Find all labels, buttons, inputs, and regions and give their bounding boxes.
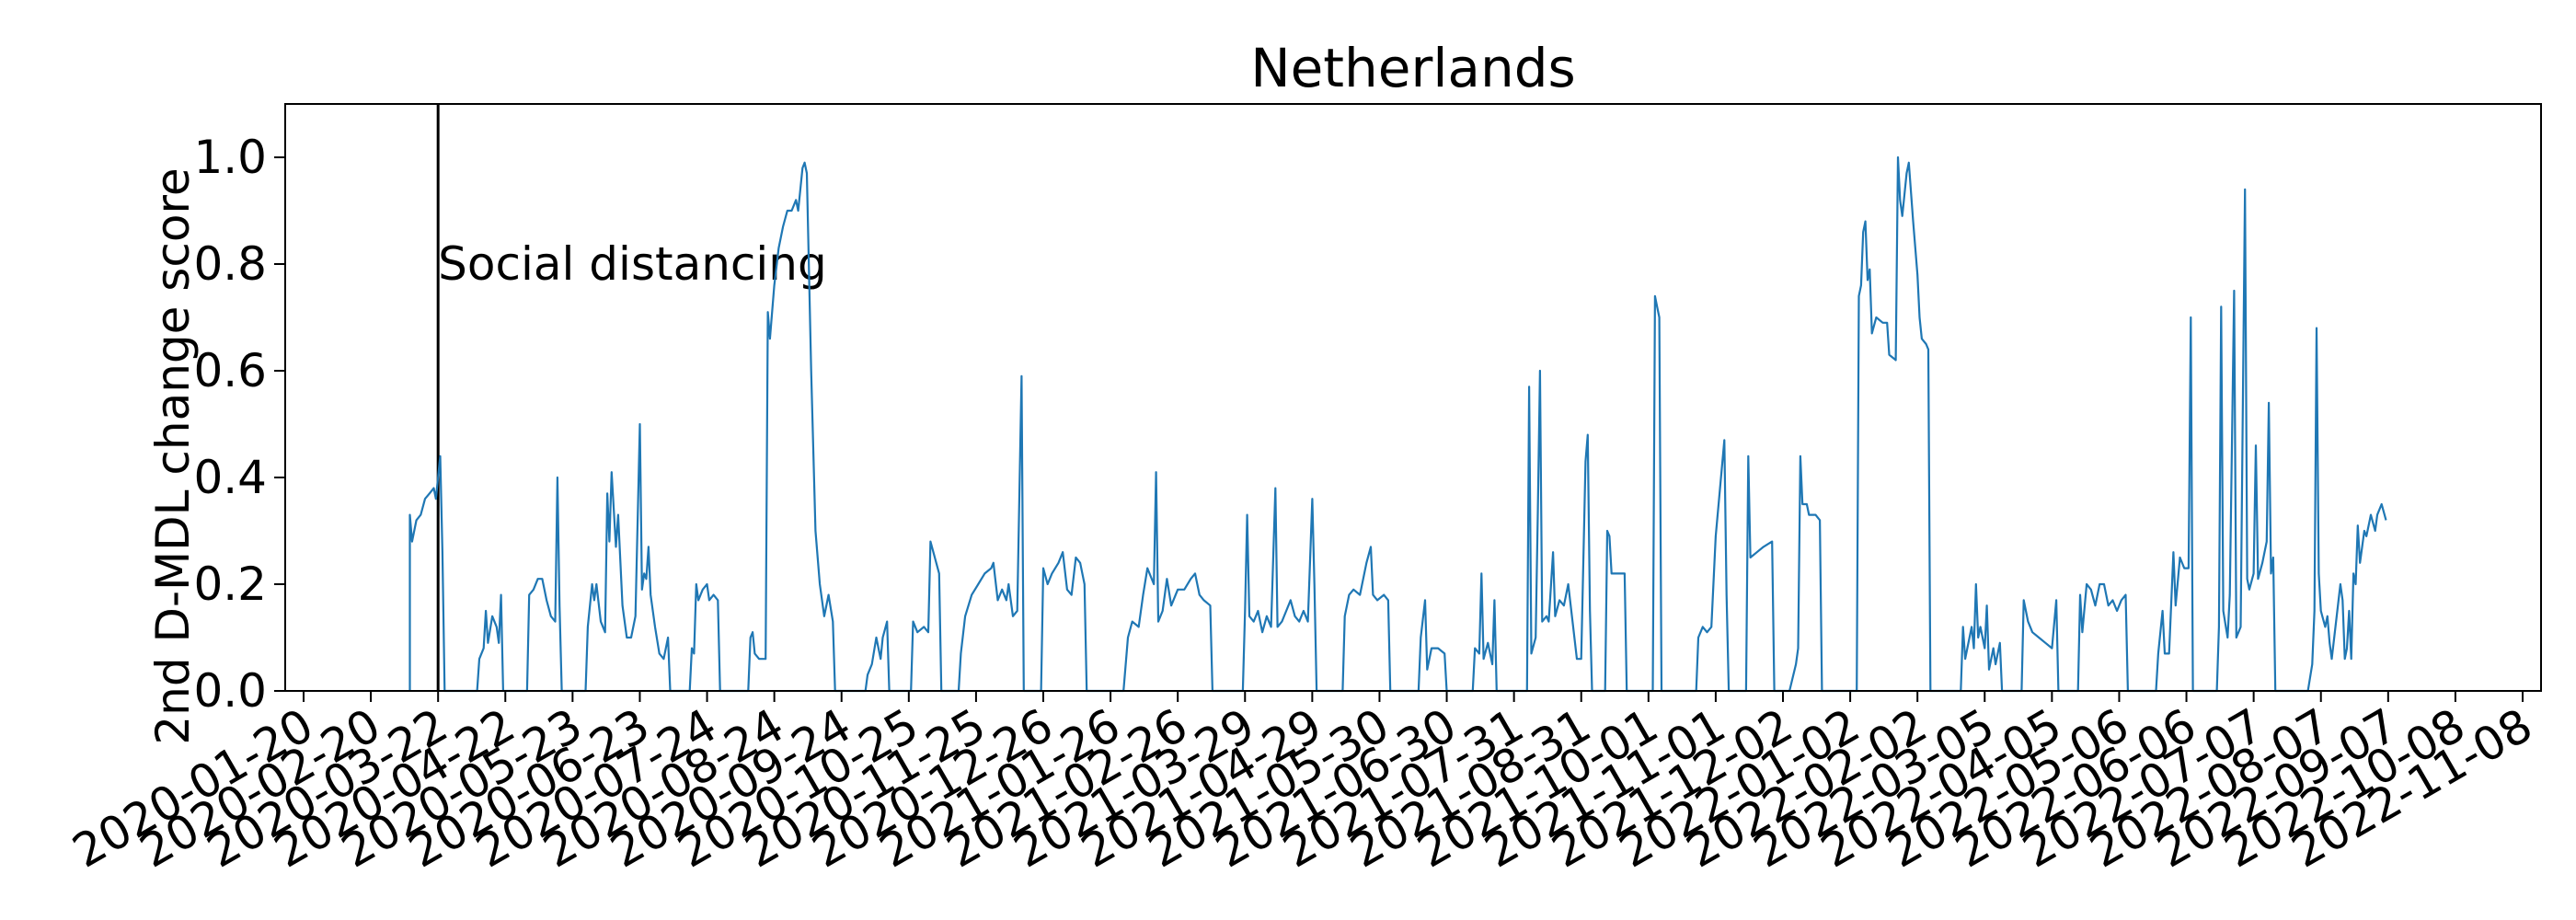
x-axis-ticks: 2020-01-202020-02-202020-03-222020-04-22… (63, 691, 2541, 879)
y-axis-label: 2nd D-MDL change score (146, 167, 200, 744)
series-layer (408, 155, 2387, 693)
y-tick-label: 0.4 (193, 451, 267, 504)
chart-title: Netherlands (1250, 37, 1576, 99)
y-tick-label: 0.0 (193, 664, 267, 718)
y-axis-ticks: 0.0 0.2 0.4 0.6 0.8 1.0 (193, 131, 285, 718)
annotations: Social distancing (436, 104, 827, 691)
event-label: Social distancing (438, 237, 827, 291)
y-tick-label: 0.8 (193, 237, 267, 291)
y-tick-label: 0.2 (193, 558, 267, 611)
y-tick-label: 1.0 (193, 131, 267, 184)
plot-frame (284, 103, 2542, 692)
y-tick-label: 0.6 (193, 344, 267, 397)
series-line (408, 155, 2387, 693)
